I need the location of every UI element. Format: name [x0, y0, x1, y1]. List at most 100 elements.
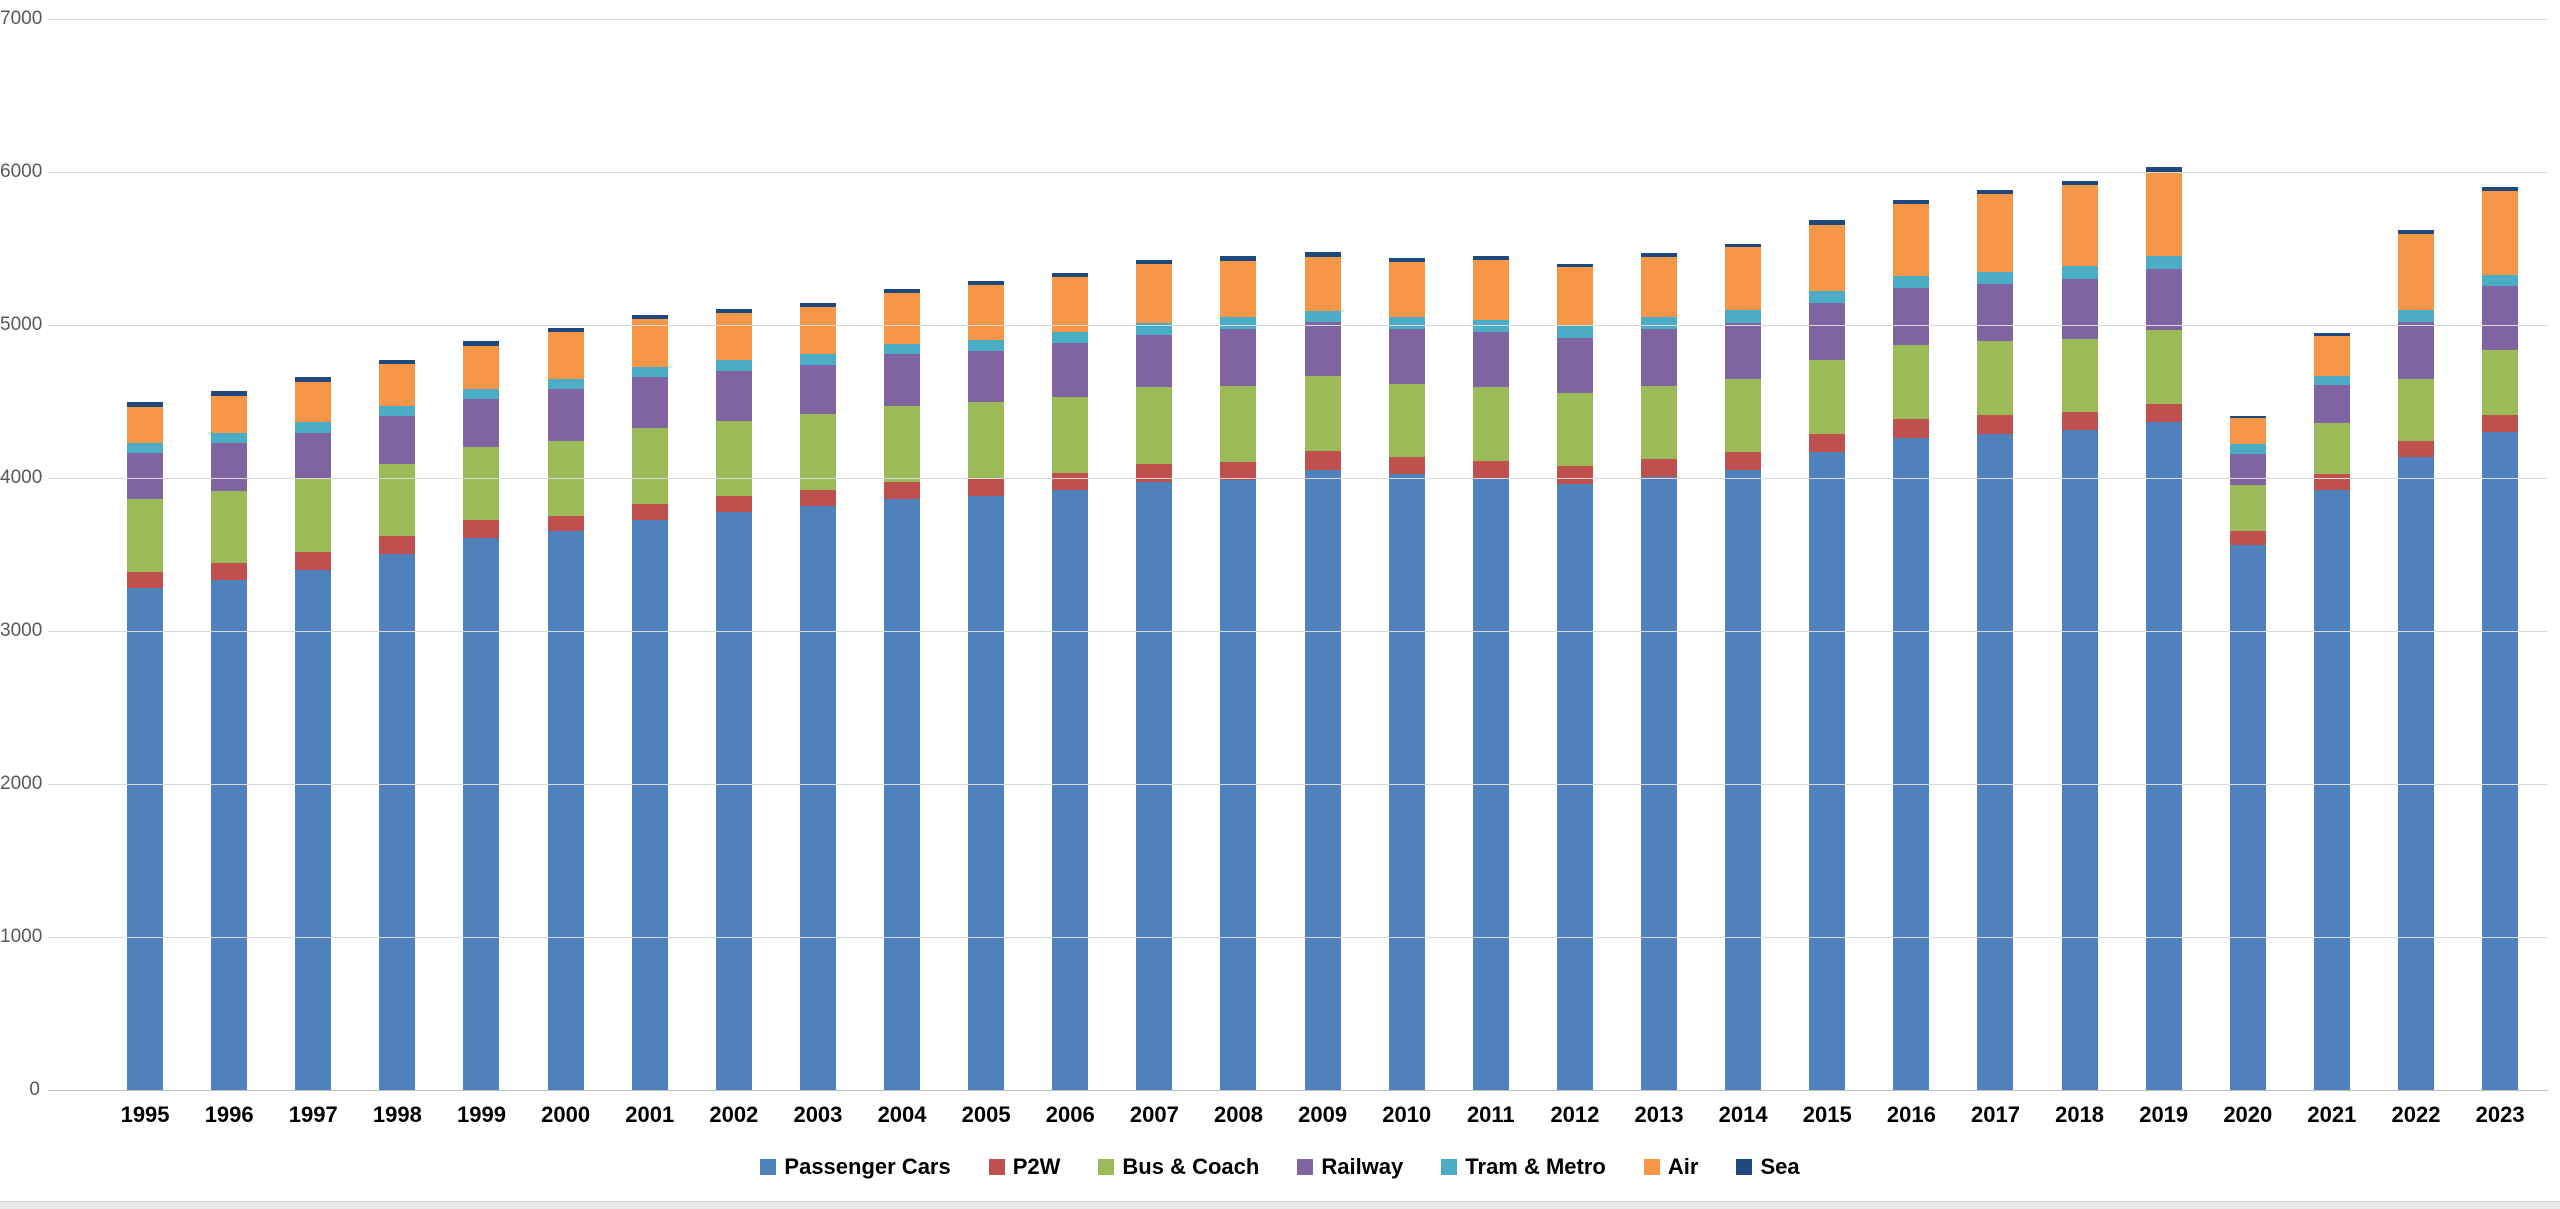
bar-2009 [1304, 252, 1341, 1090]
bar-segment-2001-p2w [631, 503, 668, 521]
bars-row [48, 19, 2548, 1090]
gridline-5000 [48, 325, 2548, 326]
bar-1998 [379, 359, 416, 1090]
bar-2023 [2482, 187, 2519, 1090]
x-axis-label-2012: 2012 [1550, 1102, 1600, 1127]
bar-segment-1997-tram-metro [295, 421, 332, 433]
bar-segment-2011-bus-coach [1472, 387, 1509, 462]
bar-segment-2022-sea [2398, 230, 2434, 234]
bar-segment-2000-p2w [547, 515, 584, 531]
bar-column-2023 [2458, 19, 2542, 1090]
x-axis-label-2022: 2022 [2391, 1102, 2441, 1127]
bar-segment-2023-sea [2482, 187, 2519, 192]
bar-segment-1995-air [127, 406, 164, 443]
bar-segment-2017-bus-coach [1977, 341, 2014, 416]
bar-segment-2023-bus-coach [2482, 350, 2519, 416]
bar-segment-2004-tram-metro [884, 343, 921, 355]
bar-segment-1995-bus-coach [127, 499, 164, 573]
gridline-6000 [48, 172, 2548, 173]
bar-segment-1995-railway [127, 452, 164, 500]
bar-segment-2010-air [1388, 262, 1425, 318]
bar-segment-2005-air [968, 284, 1005, 340]
bar-segment-2020-tram-metro [2229, 444, 2266, 454]
bar-segment-2023-p2w [2482, 415, 2519, 433]
bar-segment-1996-sea [211, 390, 248, 396]
bar-segment-1997-passenger-cars [295, 569, 332, 1090]
bar-segment-2013-passenger-cars [1641, 476, 1678, 1090]
bar-segment-1998-air [379, 364, 416, 407]
legend-item-tram-metro: Tram & Metro [1441, 1154, 1606, 1180]
bar-segment-2006-bus-coach [1052, 397, 1089, 474]
bar-1997 [295, 376, 332, 1090]
bar-segment-1999-tram-metro [463, 388, 500, 400]
bar-segment-2002-passenger-cars [715, 512, 752, 1090]
bar-segment-1996-railway [211, 443, 248, 491]
bar-segment-2008-tram-metro [1220, 317, 1257, 330]
bar-column-1997 [271, 19, 355, 1090]
plot-area [48, 19, 2548, 1091]
bar-segment-2008-passenger-cars [1220, 480, 1257, 1090]
bar-segment-2009-tram-metro [1304, 310, 1341, 323]
legend-swatch-bus-coach [1098, 1159, 1115, 1175]
legend-swatch-sea [1736, 1159, 1753, 1175]
bar-segment-2008-air [1220, 260, 1257, 318]
bar-segment-2022-p2w [2398, 441, 2434, 458]
bar-segment-1996-passenger-cars [211, 579, 248, 1090]
bar-segment-1995-sea [127, 402, 164, 407]
bar-segment-2021-tram-metro [2313, 376, 2350, 386]
bar-segment-2012-p2w [1556, 466, 1593, 485]
bar-segment-2013-p2w [1641, 458, 1678, 477]
bar-segment-1998-tram-metro [379, 406, 416, 417]
bar-segment-2002-tram-metro [715, 359, 752, 371]
legend-label-railway: Railway [1321, 1154, 1404, 1179]
bar-segment-2009-passenger-cars [1304, 469, 1341, 1090]
bar-1999 [463, 340, 500, 1090]
bar-segment-2012-railway [1556, 337, 1593, 393]
bar-segment-2006-p2w [1052, 473, 1089, 491]
bottom-strip [0, 1201, 2560, 1209]
x-axis-labels: 1995 1996 1997 1998 1999 2000 2001 2002 2003 2004… [48, 1102, 2548, 1128]
bar-segment-2013-sea [1641, 253, 1678, 258]
gridline-7000 [48, 19, 2548, 20]
legend-item-p2w: P2W [988, 1154, 1060, 1180]
bar-segment-2009-p2w [1304, 451, 1341, 470]
bar-2010 [1388, 258, 1425, 1090]
legend-swatch-passenger-cars [760, 1159, 777, 1175]
bar-column-2003 [776, 19, 860, 1090]
gridline-3000 [48, 631, 2548, 632]
bar-segment-1999-p2w [463, 520, 500, 538]
bar-2017 [1977, 189, 2014, 1090]
bar-segment-2021-p2w [2313, 474, 2350, 490]
bar-segment-2002-sea [715, 308, 752, 314]
bar-segment-2006-sea [1052, 273, 1089, 278]
bar-1995 [127, 402, 164, 1090]
bar-segment-2015-tram-metro [1809, 291, 1846, 304]
bar-2012 [1556, 263, 1593, 1090]
x-axis-label-2018: 2018 [2055, 1102, 2105, 1127]
bar-segment-2015-air [1809, 224, 1846, 292]
bar-segment-1995-passenger-cars [127, 588, 164, 1090]
legend-swatch-air [1643, 1159, 1660, 1175]
bar-segment-1998-railway [379, 416, 416, 464]
bar-segment-2018-air [2061, 185, 2098, 267]
bar-segment-1998-bus-coach [379, 463, 416, 537]
bar-segment-2005-sea [968, 280, 1005, 285]
bar-segment-2005-railway [968, 350, 1005, 403]
bar-segment-2007-bus-coach [1136, 387, 1173, 464]
bar-segment-2003-air [799, 306, 836, 354]
x-axis-label-2021: 2021 [2307, 1102, 2357, 1127]
bar-segment-2019-air [2145, 172, 2182, 257]
bar-segment-2020-air [2229, 418, 2266, 445]
x-axis-label-2010: 2010 [1382, 1102, 1432, 1127]
bar-segment-2010-bus-coach [1388, 383, 1425, 458]
bar-segment-2022-railway [2398, 321, 2434, 379]
bar-segment-1999-railway [463, 399, 500, 447]
bar-column-2022 [2374, 19, 2458, 1090]
bar-segment-2014-passenger-cars [1725, 470, 1762, 1090]
bar-segment-2020-railway [2229, 453, 2266, 485]
bar-segment-2007-passenger-cars [1136, 482, 1173, 1090]
bar-segment-2015-passenger-cars [1809, 452, 1846, 1090]
bar-2006 [1052, 273, 1089, 1090]
bar-column-2008 [1196, 19, 1280, 1090]
bar-segment-2001-tram-metro [631, 367, 668, 378]
